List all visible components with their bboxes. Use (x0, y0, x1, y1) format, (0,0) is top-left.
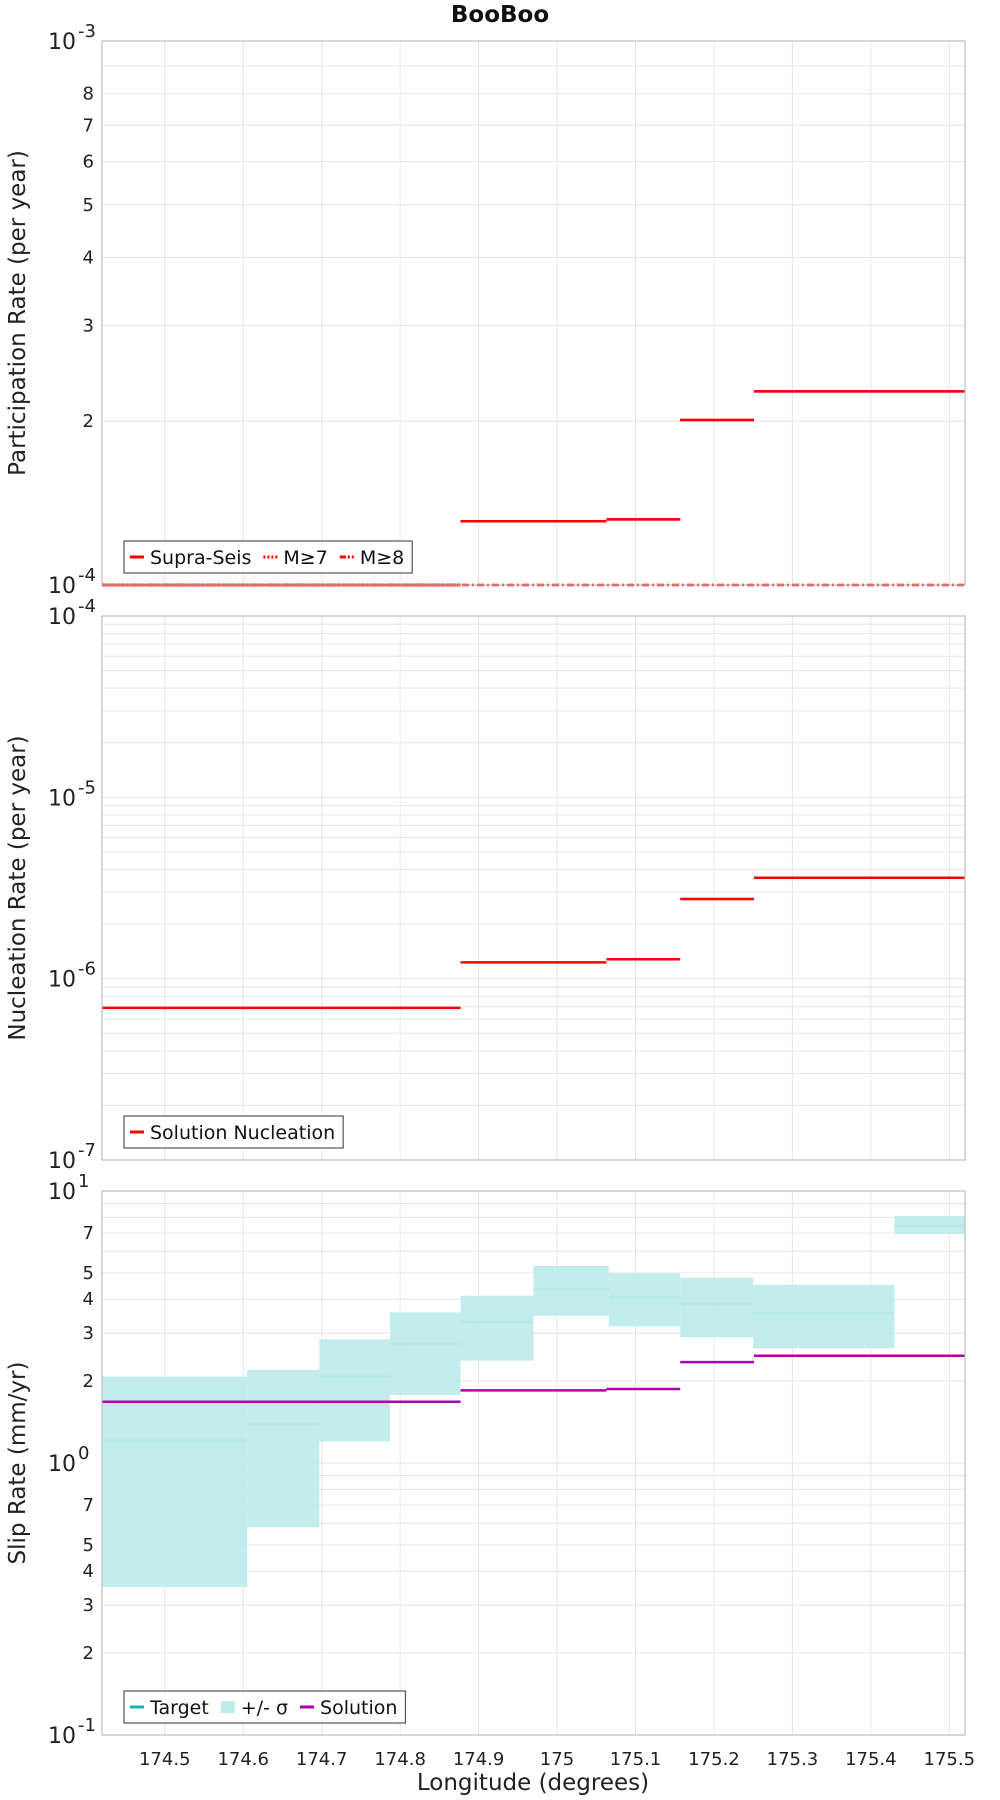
y-decade-exponent: 0 (78, 1443, 89, 1464)
x-tick-label: 174.5 (139, 1749, 191, 1770)
y-decade-label: 10 (48, 1452, 76, 1477)
sigma-band (389, 1312, 461, 1395)
legend-item: +/- σ (220, 1697, 288, 1719)
legend-slip: Target +/- σ Solution (123, 1690, 407, 1724)
y-tick-label: 5 (83, 1535, 94, 1556)
plot-frame (101, 1190, 966, 1736)
y-tick-label: 7 (83, 1223, 94, 1244)
y-decade-exponent: -1 (78, 1715, 96, 1736)
sigma-band (319, 1339, 390, 1442)
y-tick-label: 4 (83, 247, 94, 268)
sigma-band (247, 1369, 320, 1528)
grid-nucleation (102, 616, 965, 1161)
legend-label: M≥8 (360, 547, 404, 569)
legend-label: +/- σ (241, 1697, 288, 1719)
x-tick-label: 174.6 (217, 1749, 269, 1770)
y-axis-title: Participation Rate (per year) (5, 150, 31, 476)
y-decade-label: 10 (48, 605, 76, 630)
y-tick-label: 2 (83, 1643, 94, 1664)
y-decade-label: 10 (48, 30, 76, 55)
sigma-band (608, 1273, 681, 1327)
y-decade-label: 10 (48, 1724, 76, 1749)
legend-item: Supra-Seis (130, 547, 251, 569)
y-tick-label: 3 (83, 1323, 94, 1344)
x-tick-label: 175.2 (688, 1749, 740, 1770)
legend-box (123, 1115, 344, 1149)
legend-label: M≥7 (283, 547, 327, 569)
y-tick-label: 8 (83, 84, 94, 105)
y-axis-title: Nucleation Rate (per year) (5, 735, 31, 1040)
sigma-band (894, 1215, 965, 1234)
y-tick-label: 5 (83, 1263, 94, 1284)
y-tick-label: 6 (83, 152, 94, 173)
legend-box (123, 1690, 407, 1724)
legend-label: Solution (320, 1697, 397, 1719)
y-tick-label: 4 (83, 1561, 94, 1582)
legend-label: Supra-Seis (150, 547, 251, 569)
x-tick-label: 175.5 (924, 1749, 976, 1770)
plot-frame (101, 615, 966, 1161)
y-tick-label: 3 (83, 1595, 94, 1616)
x-tick-label: 174.9 (453, 1749, 505, 1770)
series-slip-2 (102, 1354, 965, 1403)
y-decade-exponent: -6 (78, 959, 96, 980)
y-tick-label: 7 (83, 115, 94, 136)
y-axis-title: Slip Rate (mm/yr) (5, 1362, 31, 1565)
y-tick-label: 4 (83, 1289, 94, 1310)
series-nucleation-0 (102, 876, 965, 1010)
sigma-band (460, 1295, 534, 1361)
legend-item: M≥8 (339, 547, 404, 569)
legend-participation: Supra-Seis M≥7 M≥8 (123, 540, 413, 574)
y-decade-exponent: -3 (78, 21, 96, 42)
legend-swatch (220, 1701, 235, 1713)
legend-item: Target (130, 1697, 209, 1719)
legend-item: Solution Nucleation (130, 1122, 335, 1144)
legend-item: Solution (300, 1697, 397, 1719)
x-tick-label: 174.8 (374, 1749, 426, 1770)
legend-item: M≥7 (263, 547, 328, 569)
series-slip-1 (102, 1215, 965, 1588)
series-participation-1 (102, 390, 965, 587)
x-tick-label: 175.4 (845, 1749, 897, 1770)
x-tick-label: 175.3 (767, 1749, 819, 1770)
x-tick-label: 175.1 (610, 1749, 662, 1770)
legend-nucleation: Solution Nucleation (123, 1115, 344, 1149)
chart-title: BooBoo (451, 2, 549, 28)
x-tick-label: 175 (540, 1749, 574, 1770)
y-tick-label: 5 (83, 195, 94, 216)
y-decade-label: 10 (48, 968, 76, 993)
y-tick-label: 3 (83, 315, 94, 336)
y-decade-label: 10 (48, 786, 76, 811)
y-decade-exponent: -4 (78, 596, 96, 617)
sigma-band (753, 1284, 895, 1349)
plot-frame (101, 40, 966, 586)
legend-label: Target (149, 1697, 209, 1719)
y-decade-exponent: -7 (78, 1140, 96, 1161)
y-tick-label: 2 (83, 411, 94, 432)
y-decade-label: 10 (48, 1180, 76, 1205)
grid-participation (102, 41, 965, 586)
y-decade-exponent: 1 (78, 1171, 89, 1192)
y-decade-exponent: -4 (78, 565, 96, 586)
y-tick-label: 7 (83, 1495, 94, 1516)
y-decade-label: 10 (48, 1149, 76, 1174)
legend-label: Solution Nucleation (150, 1122, 335, 1144)
sigma-band (533, 1265, 609, 1316)
x-axis-title: Longitude (degrees) (417, 1770, 649, 1796)
y-decade-exponent: -5 (78, 777, 96, 798)
y-decade-label: 10 (48, 574, 76, 599)
sigma-band (680, 1277, 754, 1338)
y-tick-label: 2 (83, 1371, 94, 1392)
x-tick-label: 174.7 (296, 1749, 348, 1770)
sigma-band (102, 1376, 248, 1588)
